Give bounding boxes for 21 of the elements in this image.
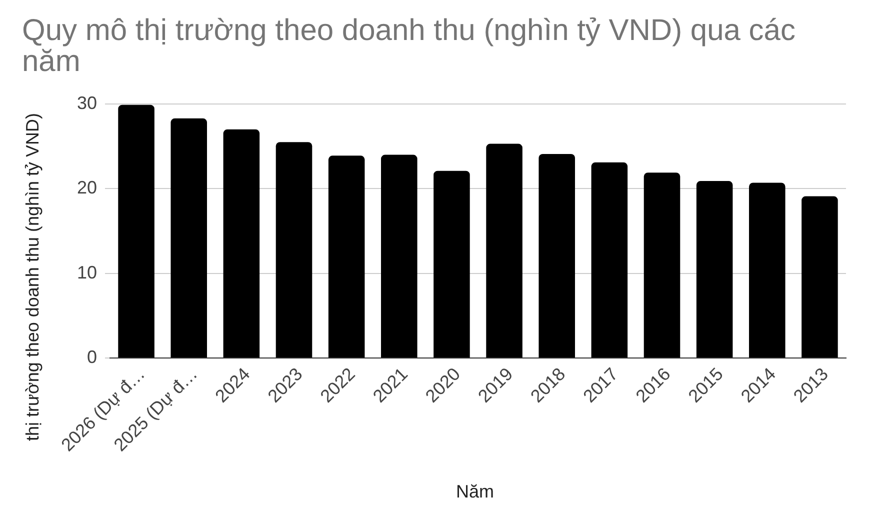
- bar: [276, 142, 312, 358]
- bar: [644, 172, 680, 358]
- y-tick-label: 10: [76, 262, 97, 282]
- bar: [749, 182, 786, 358]
- y-tick-label: 20: [76, 178, 97, 198]
- bar: [696, 181, 733, 358]
- bar: [802, 196, 838, 358]
- bar: [486, 144, 522, 358]
- bar: [591, 162, 628, 358]
- chart-title: Quy mô thị trường theo doanh thu (nghìn tỷ VND) qua các năm: [22, 14, 796, 78]
- x-axis-title: Năm: [456, 482, 494, 502]
- bar: [328, 156, 365, 358]
- y-tick-label: 0: [86, 346, 97, 367]
- bar: [434, 170, 470, 358]
- y-axis-title: thị trường theo doanh thu (nghìn tỷ VND): [22, 112, 44, 442]
- bar: [118, 104, 154, 358]
- bar: [170, 118, 207, 358]
- bar: [538, 154, 575, 358]
- bar: [381, 154, 418, 358]
- y-tick-label: 30: [76, 92, 97, 113]
- bar: [223, 129, 260, 358]
